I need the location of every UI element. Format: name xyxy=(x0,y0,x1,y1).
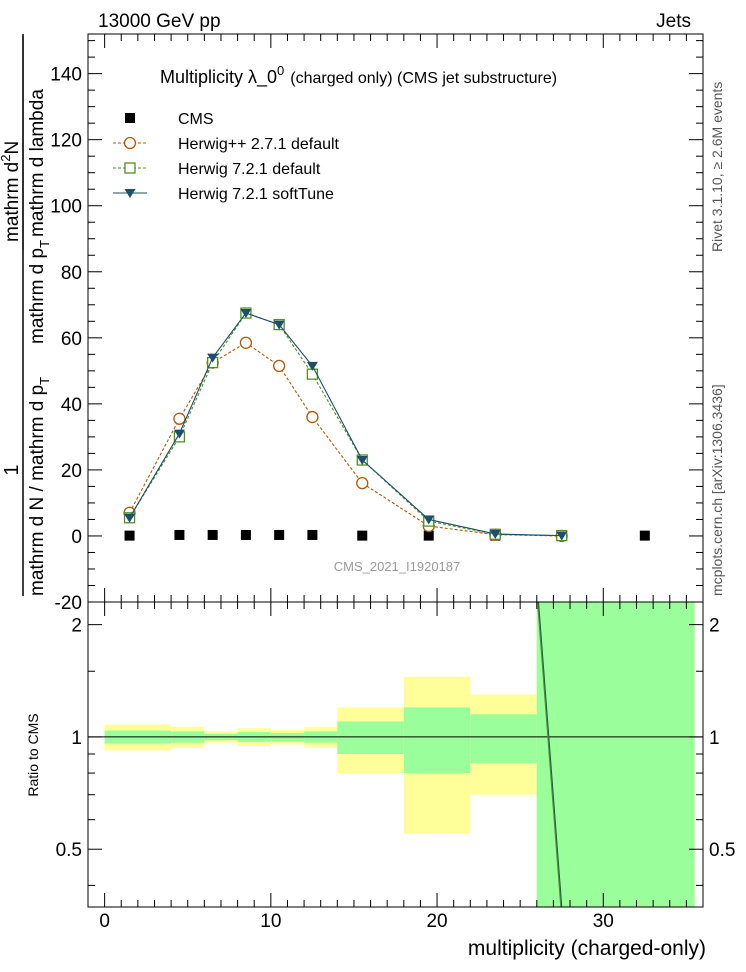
header-right: Jets xyxy=(656,11,691,32)
legend: CMS Herwig++ 2.7.1 default Herwig 7.2.1 de… xyxy=(113,111,340,203)
x-tick-label: 10 xyxy=(260,911,281,932)
ratio-y-tick-label: 0.5 xyxy=(56,840,82,861)
cms-data-point xyxy=(125,113,135,123)
main-title: Multiplicity λ_00 (charged only) (CMS jet… xyxy=(160,63,557,88)
y-tick-label: 120 xyxy=(50,131,82,152)
svg-text:mathrm d N / mathrm d pT: mathrm d N / mathrm d pT xyxy=(27,377,52,596)
cms-data-point xyxy=(240,529,251,540)
ratio-y-tick-label: 2 xyxy=(71,616,82,637)
x-tick-label: 20 xyxy=(426,911,447,932)
series-herwig-7-2-1-softtune xyxy=(124,309,568,541)
herwig7-softtune-point xyxy=(173,429,185,439)
ratio-y-tick-label: 1 xyxy=(71,728,82,749)
y-tick-label: 20 xyxy=(61,461,82,482)
herwig7-default-point xyxy=(124,162,136,174)
ratio-inner-band xyxy=(536,602,695,907)
ylabel-numerator: 1 xyxy=(1,464,23,475)
ratio-inner-band xyxy=(403,707,471,774)
herwig7-softtune-point xyxy=(124,513,136,523)
ratio-series-line xyxy=(537,601,562,908)
herwig7-softtune-point xyxy=(306,361,318,371)
herwig7-softtune-point xyxy=(273,320,285,330)
ratio-y-axis-label: Ratio to CMS xyxy=(25,713,41,796)
x-tick-label: 0 xyxy=(99,911,110,932)
legend-label: Herwig 7.2.1 softTune xyxy=(178,186,334,203)
herwig7-softtune-point xyxy=(207,353,219,363)
cms-data-point xyxy=(639,530,650,541)
herwig7-softtune-point xyxy=(489,529,501,539)
herwig7-softtune-point xyxy=(240,309,252,319)
x-axis-label: multiplicity (charged-only) xyxy=(468,937,706,960)
main-title-text: Multiplicity λ_0 xyxy=(160,67,277,88)
main-plot: -20 0 20 40 60 80 100 120 140 xyxy=(50,34,703,614)
herwigpp-point xyxy=(173,412,186,425)
herwig7-softtune-point xyxy=(556,531,568,541)
legend-entry: Herwig 7.2.1 softTune xyxy=(113,186,334,203)
herwigpp-point xyxy=(356,476,369,490)
y-tick-label: 0 xyxy=(71,527,82,548)
ylabel-frac-num-main: mathrm d xyxy=(2,162,23,242)
rivet-label: Rivet 3.1.10, ≥ 2.6M events xyxy=(709,82,725,252)
x-tick-label: 30 xyxy=(593,911,614,932)
ratio-plot: 0.5 0.51 12 20 10 20 30 xyxy=(56,601,735,932)
ratio-inner-band xyxy=(337,721,404,754)
herwig7-softtune-point xyxy=(423,515,435,525)
herwig7-softtune-point xyxy=(124,189,136,198)
header-left: 13000 GeV pp xyxy=(98,11,221,32)
cms-data-point xyxy=(357,530,368,541)
legend-entry: Herwig 7.2.1 default xyxy=(113,161,321,178)
main-title-superscript: 0 xyxy=(277,63,284,78)
herwigpp-point xyxy=(239,336,253,349)
y-tick-label: -20 xyxy=(55,593,82,614)
ratio-series-line xyxy=(537,601,563,908)
analysis-watermark: CMS_2021_I1920187 xyxy=(334,559,461,574)
legend-label: Herwig 7.2.1 default xyxy=(178,161,321,178)
herwigpp-point xyxy=(123,136,137,150)
ylabel-denominator-sub: T xyxy=(37,377,52,385)
cms-data-point xyxy=(423,530,434,541)
series-herwig-2-7-1-default xyxy=(123,336,568,543)
herwig7-softtune-point xyxy=(356,456,368,465)
main-y-axis-label: 1 mathrm d N / mathrm d pT mathrm d2N ma… xyxy=(0,34,52,596)
main-title-suffix: (charged only) (CMS jet substructure) xyxy=(290,70,557,87)
ylabel-frac-den-sub: T xyxy=(37,240,52,248)
series-line xyxy=(129,312,562,537)
svg-text:mathrm d pTmathrm d lambda: mathrm d pTmathrm d lambda xyxy=(27,89,52,344)
cms-data-point xyxy=(124,530,135,541)
series-line xyxy=(129,312,562,537)
legend-label: Herwig++ 2.7.1 default xyxy=(178,136,340,153)
cms-data-point xyxy=(207,529,218,540)
series-herwig-7-2-1-default xyxy=(123,307,568,542)
ylabel-frac-den-main: mathrm d p xyxy=(27,248,48,344)
ylabel-frac-num-sup: 2 xyxy=(0,155,13,162)
cms-data-point xyxy=(307,529,318,540)
cms-data-point xyxy=(174,529,185,540)
ratio-plot-frame xyxy=(87,601,704,908)
legend-entry: CMS xyxy=(125,111,214,128)
ylabel-frac-num-tail: N xyxy=(2,141,23,155)
herwigpp-point xyxy=(272,359,286,373)
series-cms xyxy=(124,529,650,541)
y-tick-label: 80 xyxy=(61,263,82,284)
ratio-y-tick-label-right: 0.5 xyxy=(709,840,735,861)
ratio-inner-band xyxy=(470,714,537,764)
ratio-y-tick-label-right: 1 xyxy=(709,728,720,749)
mcplots-label: mcplots.cern.ch [arXiv:1306.3436] xyxy=(709,384,725,596)
y-tick-label: 40 xyxy=(61,395,82,416)
series-line xyxy=(129,342,562,537)
svg-text:mathrm d2N: mathrm d2N xyxy=(0,141,23,242)
y-tick-label: 100 xyxy=(50,197,82,218)
ylabel-denominator-main: mathrm d N / mathrm d p xyxy=(27,385,48,596)
legend-label: CMS xyxy=(178,111,214,128)
y-tick-label: 60 xyxy=(61,329,82,350)
ylabel-frac-den-tail: mathrm d lambda xyxy=(27,89,48,237)
y-tick-label: 140 xyxy=(50,65,82,86)
ratio-y-tick-label-right: 2 xyxy=(709,616,720,637)
legend-entry: Herwig++ 2.7.1 default xyxy=(113,136,340,153)
cms-data-point xyxy=(274,529,285,540)
herwigpp-point xyxy=(306,410,319,424)
